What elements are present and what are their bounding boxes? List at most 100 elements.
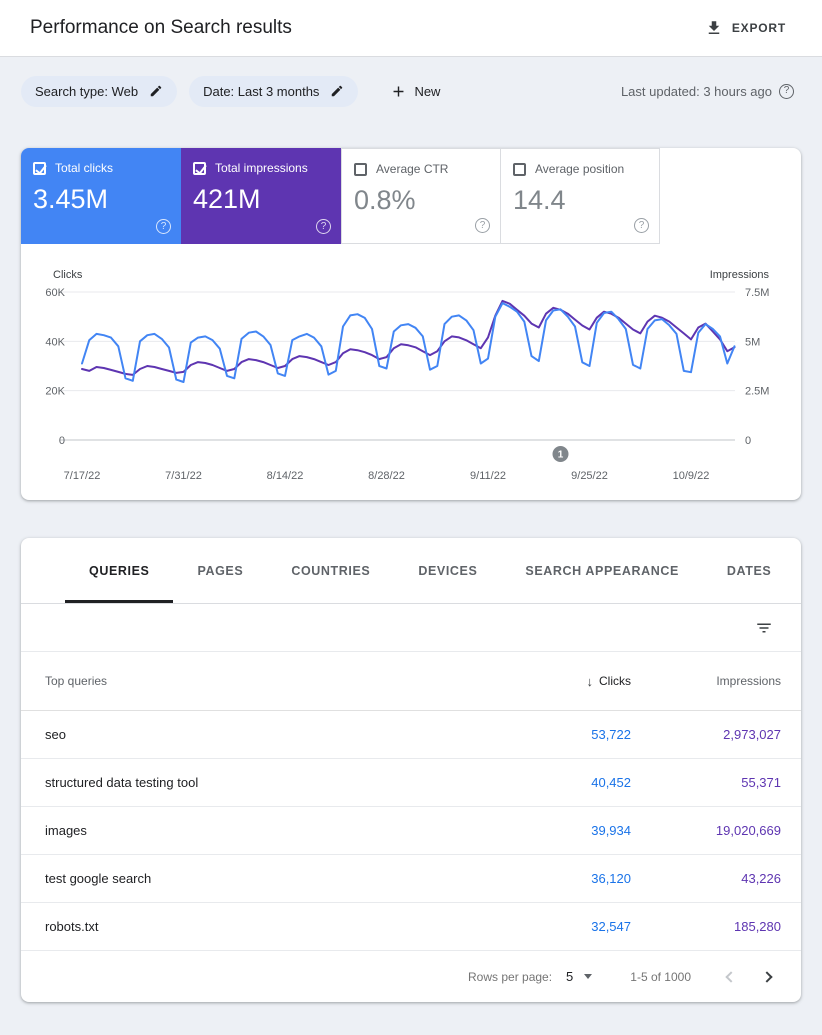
- svg-text:8/28/22: 8/28/22: [368, 470, 405, 482]
- svg-text:8/14/22: 8/14/22: [267, 470, 304, 482]
- performance-line-chart[interactable]: Clicks Impressions 0 20K 40K 60K 0 2.5M 5M 7.5M 7/…: [21, 244, 801, 494]
- metric-label: Total impressions: [215, 161, 308, 175]
- impressions-cell: 19,020,669: [715, 823, 781, 838]
- metric-label: Total clicks: [55, 161, 114, 175]
- clicks-cell: 39,934: [591, 823, 631, 838]
- svg-text:7/17/22: 7/17/22: [64, 470, 101, 482]
- svg-text:Clicks: Clicks: [53, 269, 83, 281]
- table-header: Top queries ↓ Clicks Impressions: [21, 652, 801, 711]
- clicks-cell: 32,547: [591, 919, 631, 934]
- svg-text:Impressions: Impressions: [710, 269, 770, 281]
- date-range-chip[interactable]: Date: Last 3 months: [189, 75, 359, 107]
- impressions-cell: 2,973,027: [723, 727, 781, 742]
- column-header-clicks[interactable]: ↓ Clicks: [481, 673, 632, 689]
- dimensions-table-card: QUERIES PAGES COUNTRIES DEVICES SEARCH A…: [21, 538, 801, 1002]
- rows-per-page-select[interactable]: 5: [566, 969, 593, 984]
- tab-dates[interactable]: DATES: [726, 563, 772, 578]
- clicks-cell: 40,452: [591, 775, 631, 790]
- download-icon: [708, 21, 720, 34]
- svg-text:1: 1: [558, 450, 564, 461]
- last-updated: Last updated: 3 hours ago ?: [620, 83, 794, 99]
- new-filter-button[interactable]: New: [384, 82, 446, 101]
- column-header-top-queries[interactable]: Top queries: [45, 674, 108, 688]
- rows-per-page-label: Rows per page:: [468, 969, 553, 984]
- metric-tile-top: Total clicks: [33, 161, 169, 175]
- edit-pencil-icon: [150, 85, 162, 97]
- export-button[interactable]: EXPORT: [699, 18, 792, 38]
- metric-label: Average position: [535, 162, 625, 176]
- svg-text:60K: 60K: [45, 287, 65, 299]
- rows-per-page-value: 5: [566, 969, 574, 984]
- tab-countries[interactable]: COUNTRIES: [291, 563, 371, 578]
- query-cell: structured data testing tool: [45, 775, 199, 790]
- metric-label: Average CTR: [376, 162, 449, 176]
- filter-icon[interactable]: [755, 619, 773, 637]
- svg-text:10/9/22: 10/9/22: [673, 470, 710, 482]
- clicks-cell: 53,722: [591, 727, 631, 742]
- column-header-impressions[interactable]: Impressions: [716, 674, 781, 688]
- tab-devices[interactable]: DEVICES: [418, 563, 478, 578]
- dropdown-caret-icon: [584, 974, 593, 979]
- filter-bar: Search type: Web Date: Last 3 months New…: [0, 75, 822, 107]
- search-type-chip[interactable]: Search type: Web: [21, 75, 178, 107]
- table-row[interactable]: structured data testing tool 40,452 55,3…: [21, 759, 801, 807]
- query-cell: seo: [45, 727, 66, 742]
- column-header-clicks-label: Clicks: [599, 674, 631, 688]
- dimension-tabs: QUERIES PAGES COUNTRIES DEVICES SEARCH A…: [21, 538, 801, 604]
- metric-tile-total-impressions[interactable]: Total impressions 421M ?: [181, 148, 341, 244]
- svg-text:9/25/22: 9/25/22: [571, 470, 608, 482]
- help-icon[interactable]: ?: [316, 219, 331, 234]
- impressions-cell: 55,371: [741, 775, 781, 790]
- metric-tile-total-clicks[interactable]: Total clicks 3.45M ?: [21, 148, 181, 244]
- table-row[interactable]: seo 53,722 2,973,027: [21, 711, 801, 759]
- help-icon[interactable]: ?: [634, 218, 649, 233]
- edit-pencil-icon: [332, 85, 343, 97]
- new-filter-label: New: [414, 83, 441, 99]
- tab-queries[interactable]: QUERIES: [65, 538, 173, 603]
- svg-text:20K: 20K: [45, 386, 65, 398]
- table-row[interactable]: robots.txt 32,547 185,280: [21, 903, 801, 951]
- query-cell: images: [45, 823, 87, 838]
- help-icon[interactable]: ?: [156, 219, 171, 234]
- page-title: Performance on Search results: [30, 17, 292, 38]
- export-label: EXPORT: [731, 21, 786, 35]
- next-page-button[interactable]: [761, 970, 773, 983]
- sort-desc-arrow-icon: ↓: [586, 673, 594, 689]
- metric-tile-average-position[interactable]: Average position 14.4 ?: [500, 148, 660, 244]
- svg-text:2.5M: 2.5M: [745, 386, 769, 398]
- checkbox-checked-icon[interactable]: [33, 161, 46, 175]
- help-icon[interactable]: ?: [475, 218, 490, 233]
- table-filter-row: [21, 604, 801, 652]
- svg-text:0: 0: [745, 435, 751, 447]
- table-row[interactable]: test google search 36,120 43,226: [21, 855, 801, 903]
- svg-text:9/11/22: 9/11/22: [470, 470, 506, 482]
- checkbox-unchecked-icon[interactable]: [354, 162, 367, 176]
- svg-text:0: 0: [59, 435, 65, 447]
- svg-text:5M: 5M: [745, 336, 760, 348]
- checkbox-checked-icon[interactable]: [193, 161, 206, 175]
- metric-value: 421M: [193, 184, 261, 214]
- search-type-chip-label: Search type: Web: [35, 83, 139, 99]
- last-updated-text: Last updated: 3 hours ago: [620, 83, 772, 99]
- plus-icon: [393, 86, 404, 96]
- svg-text:40K: 40K: [45, 336, 65, 348]
- metric-tile-top: Average CTR: [354, 162, 488, 176]
- tab-search-appearance[interactable]: SEARCH APPEARANCE: [525, 563, 679, 578]
- svg-text:7/31/22: 7/31/22: [165, 470, 202, 482]
- table-row[interactable]: images 39,934 19,020,669: [21, 807, 801, 855]
- help-icon[interactable]: ?: [779, 83, 794, 99]
- metric-tiles: Total clicks 3.45M ? Total impressions 4…: [21, 148, 801, 244]
- date-range-chip-label: Date: Last 3 months: [203, 83, 320, 99]
- checkbox-unchecked-icon[interactable]: [513, 162, 526, 176]
- pagination-range: 1-5 of 1000: [630, 969, 691, 984]
- metric-tile-average-ctr[interactable]: Average CTR 0.8% ?: [341, 148, 501, 244]
- metric-value: 14.4: [513, 185, 566, 215]
- metric-tile-top: Total impressions: [193, 161, 329, 175]
- query-cell: test google search: [45, 871, 152, 886]
- metric-tile-top: Average position: [513, 162, 647, 176]
- impressions-cell: 43,226: [741, 871, 781, 886]
- impressions-cell: 185,280: [734, 919, 781, 934]
- previous-page-button[interactable]: [725, 970, 737, 983]
- performance-chart-card: Total clicks 3.45M ? Total impressions 4…: [21, 148, 801, 500]
- tab-pages[interactable]: PAGES: [197, 563, 244, 578]
